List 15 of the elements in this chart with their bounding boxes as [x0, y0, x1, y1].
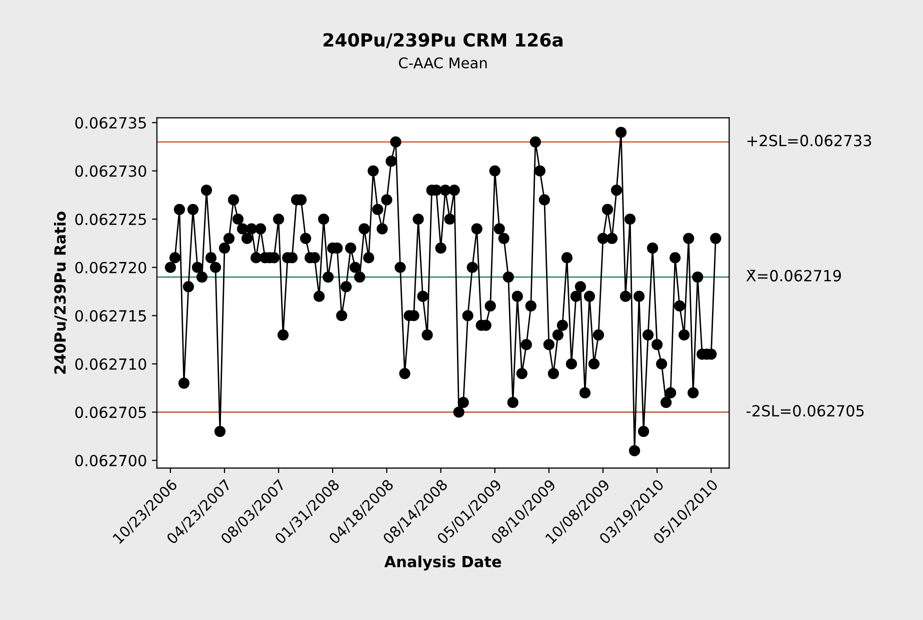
y-tick-label: 0.062730 — [75, 165, 146, 177]
y-tick-label: 0.062725 — [75, 214, 146, 226]
y-tick-label: 0.062700 — [75, 454, 146, 466]
ref-line-label: X̄=0.062719 — [746, 270, 841, 282]
x-axis-title: Analysis Date — [384, 556, 502, 570]
chart-title: 240Pu/239Pu CRM 126a — [324, 33, 562, 48]
ref-line-label: +2SL=0.062733 — [747, 134, 872, 146]
y-tick-label: 0.062720 — [75, 262, 146, 274]
y-axis-title: 240Pu/239Pu Ratio — [54, 212, 67, 374]
y-tick-label: 0.062735 — [75, 117, 146, 129]
y-tick-label: 0.062705 — [75, 406, 146, 418]
y-tick-label: 0.062710 — [75, 358, 146, 370]
y-tick-label: 0.062715 — [75, 310, 146, 322]
chart-subtitle: C-AAC Mean — [398, 57, 487, 68]
ref-line-label: -2SL=0.062705 — [746, 405, 864, 417]
